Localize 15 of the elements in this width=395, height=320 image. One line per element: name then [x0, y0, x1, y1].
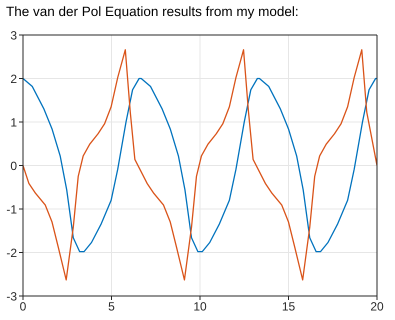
y-tick-label: 2	[10, 72, 18, 86]
x-tick-label: 10	[193, 300, 207, 314]
y-tick-label: 1	[10, 115, 18, 130]
line-series	[23, 78, 377, 252]
y-tick-label: -1	[6, 202, 18, 216]
y-tick-label: 3	[10, 28, 18, 42]
x-tick-label: 20	[370, 300, 384, 314]
y-tick-label: 0	[10, 158, 18, 173]
y-tick-label: -3	[6, 289, 18, 304]
x-tick-label: 0	[20, 300, 27, 314]
line-series	[23, 49, 377, 281]
x-tick-label: 5	[108, 300, 116, 314]
y-tick-label: -2	[6, 246, 18, 260]
x-tick-label: 15	[282, 300, 296, 314]
chart-title: The van der Pol Equation results from my model:	[6, 4, 299, 19]
